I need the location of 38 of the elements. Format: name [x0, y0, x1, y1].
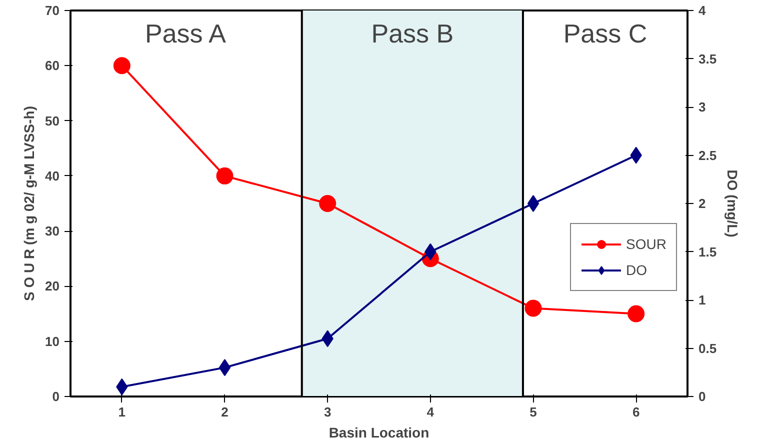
x-tick-label: 2 [221, 404, 228, 420]
x-tick-label: 3 [324, 404, 332, 420]
point [218, 359, 231, 376]
y-tick-label: 40 [45, 168, 60, 184]
y2-tick-label: 0.5 [698, 340, 717, 356]
x-tick-label: 1 [118, 404, 126, 420]
point [216, 167, 234, 184]
y2-tick-label: 2.5 [698, 148, 717, 163]
legend-label: SOUR [626, 236, 666, 252]
point [319, 195, 336, 212]
x-tick-label: 5 [530, 404, 537, 420]
y2-tick-label: 4 [698, 3, 706, 18]
y2-tick-label: 3.5 [698, 51, 717, 66]
annotation: Pass C [563, 18, 648, 48]
y-tick-label: 10 [45, 334, 60, 349]
y2-tick-label: 3 [698, 100, 706, 114]
point [527, 195, 540, 212]
x-axis-title: Basin Location [328, 424, 430, 440]
x-tick-label: 4 [426, 404, 435, 420]
y-tick-label: 0 [52, 389, 60, 404]
y2-tick-label: 2 [698, 196, 706, 211]
y-tick-label: 20 [45, 278, 60, 294]
point [628, 305, 645, 322]
y-tick-label: 70 [45, 3, 60, 18]
y2-tick-label: 0 [698, 389, 706, 404]
point [113, 57, 130, 74]
y-tick-label: 60 [45, 58, 60, 74]
point [524, 300, 542, 317]
y-tick-label: 50 [45, 113, 60, 128]
annotation: Pass A [145, 18, 227, 48]
y2-axis-title: DO (mg/L) [724, 170, 741, 238]
y-axis-title: S O U R (m g 02/ g-M LVSS-h) [21, 106, 38, 301]
y-tick-label: 30 [45, 224, 60, 239]
y2-tick-label: 1 [698, 292, 706, 308]
x-tick-label: 6 [632, 404, 640, 420]
legend-label: DO [626, 262, 647, 278]
y2-tick-label: 1.5 [698, 244, 717, 260]
band-label: Pass B [371, 18, 454, 48]
